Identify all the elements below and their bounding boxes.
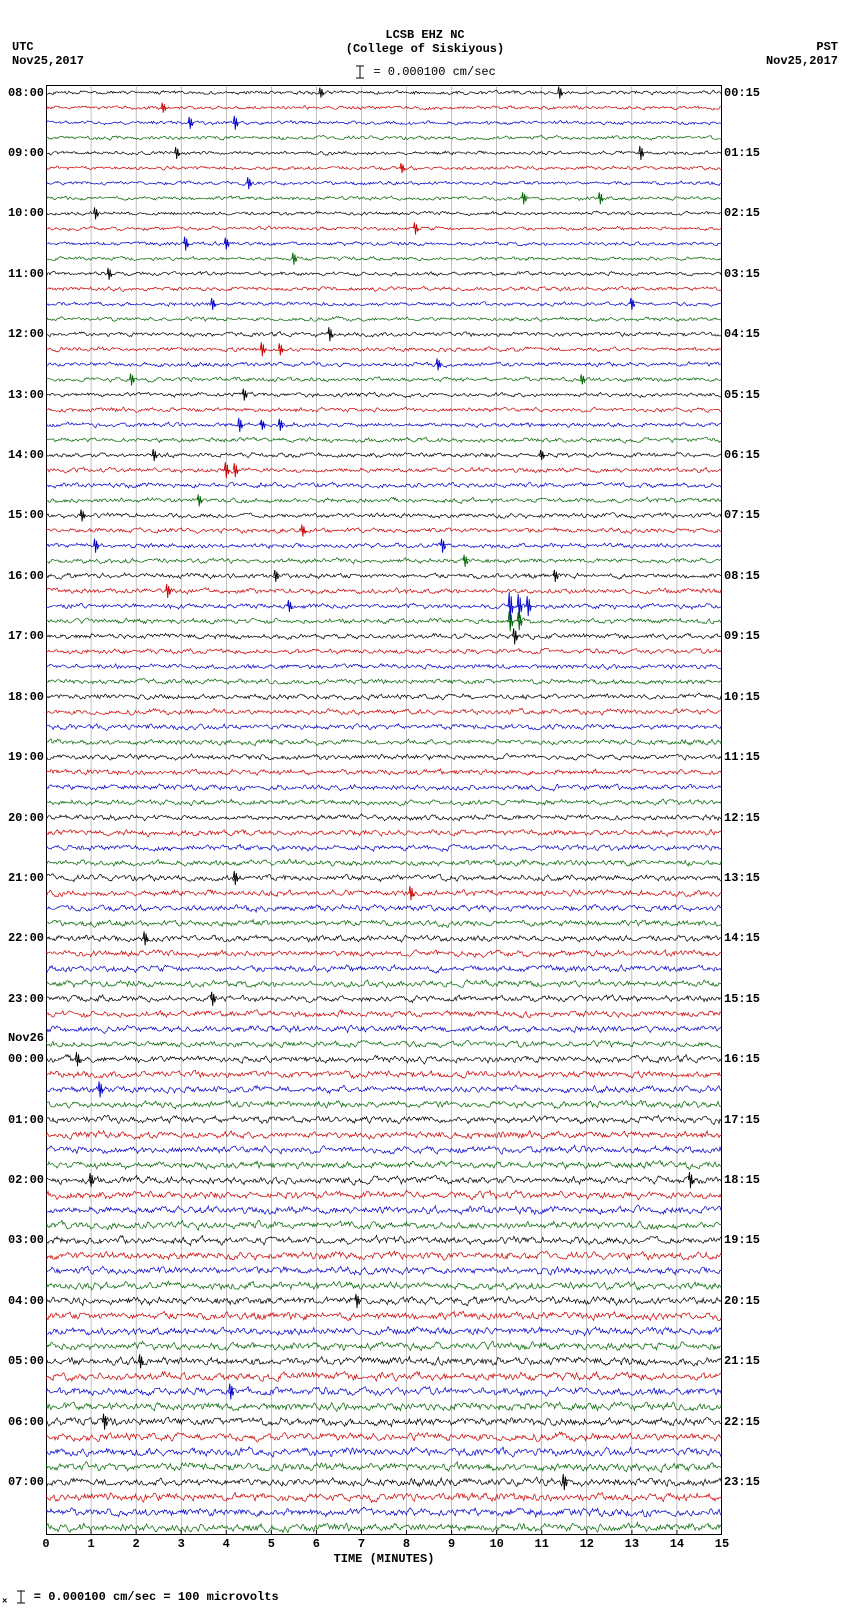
x-tick-labels: 0123456789101112131415 [46,1537,722,1553]
left-time-label: 11:00 [8,267,44,281]
left-time-label: 23:00 [8,992,44,1006]
left-time-axis: 08:00 09:00 10:00 11:00 12:00 13:00 14:00 15:00… [0,85,46,1535]
x-tick-label: 6 [313,1537,320,1551]
right-timezone-label: PST Nov25,2017 [766,40,838,69]
right-time-label: 13:15 [724,871,760,885]
right-time-label: 09:15 [724,629,760,643]
x-tick-label: 9 [448,1537,455,1551]
left-time-label: 05:00 [8,1354,44,1368]
left-time-label: 19:00 [8,750,44,764]
left-time-label: 13:00 [8,388,44,402]
right-time-label: 00:15 [724,86,760,100]
x-tick-label: 14 [670,1537,684,1551]
right-time-label: 02:15 [724,206,760,220]
x-tick-label: 0 [42,1537,49,1551]
x-tick-label: 11 [535,1537,549,1551]
left-time-label: 02:00 [8,1173,44,1187]
x-tick-label: 5 [268,1537,275,1551]
x-tick-label: 1 [87,1537,94,1551]
scale-bar-icon [15,1589,27,1605]
x-tick-label: 15 [715,1537,729,1551]
right-time-axis: 00:15 01:15 02:15 03:15 04:15 05:15 06:15 07:15… [722,85,782,1535]
right-time-label: 01:15 [724,146,760,160]
tz-date: Nov25,2017 [12,54,84,68]
x-tick-label: 13 [625,1537,639,1551]
station-code: LCSB EHZ NC [0,28,850,42]
left-time-label: 22:00 [8,931,44,945]
left-time-label: 21:00 [8,871,44,885]
footer-scale-text: = 0.000100 cm/sec = 100 microvolts [27,1591,279,1605]
right-time-label: 17:15 [724,1113,760,1127]
right-time-label: 10:15 [724,690,760,704]
right-time-label: 21:15 [724,1354,760,1368]
left-time-label: Nov26 [8,1031,44,1045]
x-tick-label: 4 [223,1537,230,1551]
x-tick-label: 12 [580,1537,594,1551]
right-time-label: 18:15 [724,1173,760,1187]
right-time-label: 20:15 [724,1294,760,1308]
x-tick-label: 2 [133,1537,140,1551]
seismogram-plot [46,85,722,1535]
tz-name: UTC [12,40,84,54]
x-tick-label: 7 [358,1537,365,1551]
left-time-label: 00:00 [8,1052,44,1066]
right-time-label: 14:15 [724,931,760,945]
left-time-label: 03:00 [8,1233,44,1247]
right-time-label: 11:15 [724,750,760,764]
x-tick-label: 10 [489,1537,503,1551]
seismogram-page: LCSB EHZ NC (College of Siskiyous) = 0.0… [0,0,850,1613]
left-timezone-label: UTC Nov25,2017 [12,40,84,69]
tz-name: PST [766,40,838,54]
footer-scale-mult: × [2,1597,7,1607]
scale-text: = 0.000100 cm/sec [366,65,496,79]
x-tick-label: 8 [403,1537,410,1551]
right-time-label: 08:15 [724,569,760,583]
title-block: LCSB EHZ NC (College of Siskiyous) [0,28,850,57]
tz-date: Nov25,2017 [766,54,838,68]
left-time-label: 12:00 [8,327,44,341]
left-time-label: 18:00 [8,690,44,704]
scale-bar-icon [354,64,366,80]
left-time-label: 09:00 [8,146,44,160]
x-tick-label: 3 [178,1537,185,1551]
left-time-label: 15:00 [8,508,44,522]
right-time-label: 16:15 [724,1052,760,1066]
right-time-label: 15:15 [724,992,760,1006]
left-time-label: 16:00 [8,569,44,583]
right-time-label: 05:15 [724,388,760,402]
x-axis-label: TIME (MINUTES) [46,1552,722,1566]
right-time-label: 23:15 [724,1475,760,1489]
scale-indicator: = 0.000100 cm/sec [0,64,850,80]
left-time-label: 04:00 [8,1294,44,1308]
right-time-label: 04:15 [724,327,760,341]
footer-scale: × = 0.000100 cm/sec = 100 microvolts [2,1589,279,1607]
left-time-label: 01:00 [8,1113,44,1127]
left-time-label: 17:00 [8,629,44,643]
right-time-label: 19:15 [724,1233,760,1247]
right-time-label: 07:15 [724,508,760,522]
left-time-label: 20:00 [8,811,44,825]
right-time-label: 12:15 [724,811,760,825]
left-time-label: 14:00 [8,448,44,462]
right-time-label: 22:15 [724,1415,760,1429]
right-time-label: 06:15 [724,448,760,462]
left-time-label: 07:00 [8,1475,44,1489]
left-time-label: 10:00 [8,206,44,220]
station-name: (College of Siskiyous) [0,42,850,56]
left-time-label: 06:00 [8,1415,44,1429]
right-time-label: 03:15 [724,267,760,281]
left-time-label: 08:00 [8,86,44,100]
